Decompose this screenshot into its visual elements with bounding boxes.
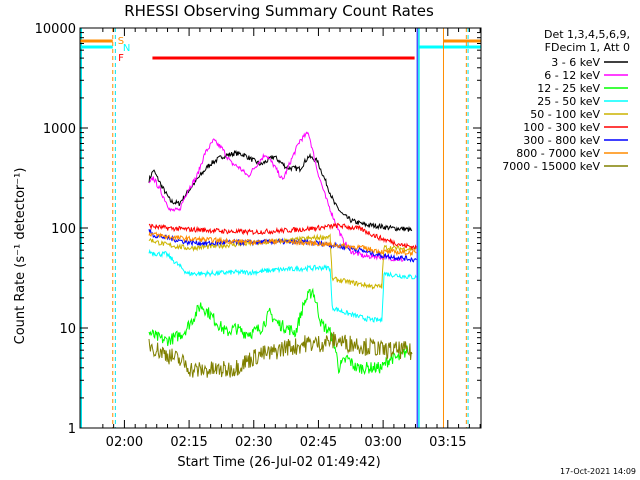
- flag-letter-s: S: [118, 36, 124, 47]
- legend-label: 7000 - 15000 keV: [502, 160, 600, 173]
- x-tick-label: 03:15: [429, 435, 466, 450]
- series-line-5: [148, 222, 417, 251]
- legend-label: 25 - 50 keV: [537, 95, 600, 108]
- legend: Det 1,3,4,5,6,9,FDecim 1, Att 0 3 - 6 keV…: [502, 28, 630, 173]
- legend-header: FDecim 1, Att 0: [545, 41, 630, 54]
- y-tick-label: 10000: [35, 22, 76, 37]
- series-line-8: [148, 331, 413, 378]
- x-tick-label: 02:00: [106, 435, 143, 450]
- series-line-2: [148, 287, 409, 376]
- data-series: [148, 131, 417, 378]
- series-line-3: [148, 248, 417, 323]
- flag-letter-n: N: [123, 43, 130, 54]
- y-tick-label: 1000: [43, 122, 76, 137]
- chart-title: RHESSI Observing Summary Count Rates: [124, 2, 434, 20]
- y-tick-label: 1: [68, 422, 76, 437]
- flag-letter-f: F: [118, 53, 124, 64]
- legend-label: 300 - 800 keV: [523, 134, 600, 147]
- series-line-7: [148, 231, 417, 257]
- legend-label: 100 - 300 keV: [523, 121, 600, 134]
- legend-label: 12 - 25 keV: [537, 82, 600, 95]
- legend-header: Det 1,3,4,5,6,9,: [544, 28, 630, 41]
- axis-ticks: 1 10 100 1000 10000 02:00 02:15 02:30 02:45 03:00…: [35, 22, 481, 450]
- x-axis-label: Start Time (26-Jul-02 01:49:42): [177, 455, 380, 470]
- legend-label: 3 - 6 keV: [551, 56, 600, 69]
- x-tick-label: 02:30: [235, 435, 272, 450]
- x-tick-label: 02:15: [170, 435, 207, 450]
- x-tick-label: 02:45: [300, 435, 337, 450]
- y-tick-label: 10: [59, 322, 76, 337]
- observing-intervals: SNF: [80, 28, 481, 428]
- y-tick-label: 100: [51, 222, 76, 237]
- legend-label: 800 - 7000 keV: [516, 147, 600, 160]
- x-tick-label: 03:00: [364, 435, 401, 450]
- series-line-0: [148, 149, 413, 232]
- plot-frame: [79, 27, 482, 429]
- legend-label: 50 - 100 keV: [530, 108, 600, 121]
- series-line-6: [148, 229, 417, 263]
- timestamp: 17-Oct-2021 14:09: [560, 467, 636, 476]
- series-line-1: [148, 131, 404, 263]
- legend-label: 6 - 12 keV: [544, 69, 600, 82]
- y-axis-label: Count Rate (s⁻¹ detector⁻¹): [13, 168, 28, 345]
